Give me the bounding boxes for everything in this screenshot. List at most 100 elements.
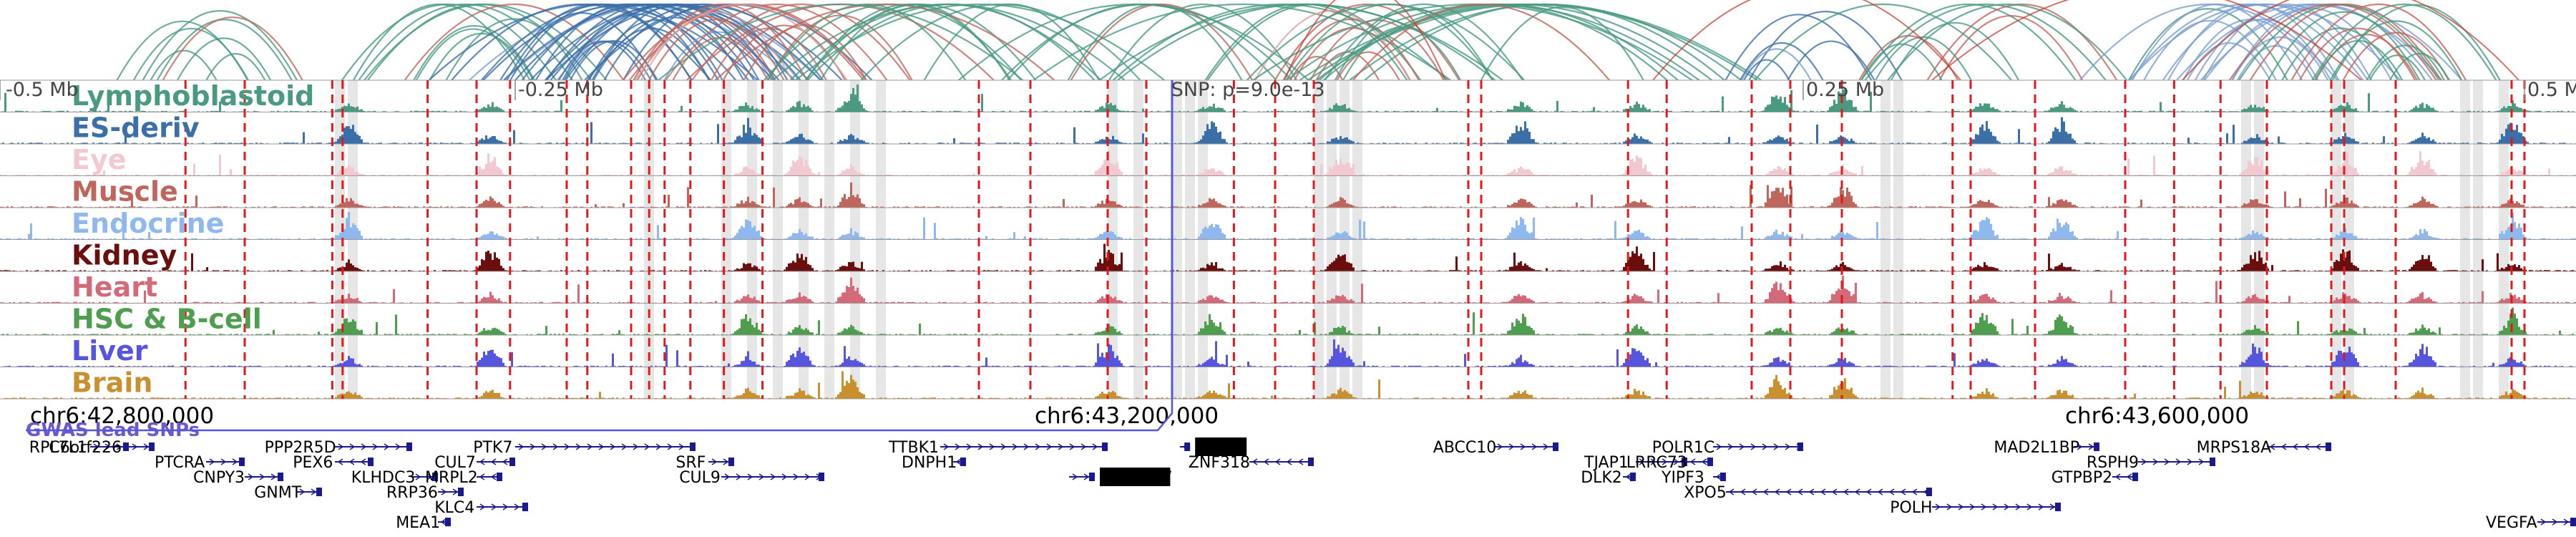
strand-arrow (395, 443, 401, 450)
strand-arrow (491, 503, 497, 511)
strand-arrow (1820, 488, 1826, 495)
loop-arc (795, 4, 1165, 81)
coordinate-label: chr6:43,600,000 (2065, 403, 2249, 429)
strand-arrow (361, 443, 367, 450)
strand-arrow (1762, 443, 1768, 450)
loop-arc (767, 14, 913, 81)
strand-arrow (2198, 458, 2205, 465)
loop-arc (634, 3, 848, 81)
loop-arc (116, 20, 249, 81)
strand-arrow (2141, 458, 2147, 465)
signal-kidney (0, 243, 2576, 271)
exon-block (2326, 442, 2331, 451)
loop-arc (1113, 4, 1448, 81)
loop-arc (565, 3, 776, 81)
loop-arc (805, 4, 1013, 81)
loop-arc (2281, 27, 2399, 81)
gene-gnmt: GNMT (254, 484, 322, 502)
exon-block (278, 473, 283, 481)
signal-heart (0, 276, 2576, 304)
gene-name: C6orf226 (49, 439, 122, 457)
loop-arc (1117, 3, 1496, 81)
gene-name: DNPH1 (902, 454, 957, 472)
strand-arrow (1888, 488, 1895, 495)
gene-dnph1: DNPH1 (902, 454, 966, 472)
loop-arc (766, 4, 967, 81)
loop-arc (1748, 11, 1903, 81)
strand-arrow (989, 443, 995, 450)
strand-arrow (2303, 443, 2310, 450)
exon-block (123, 442, 129, 451)
strand-arrow (2049, 503, 2056, 511)
strand-arrow (1058, 443, 1064, 450)
track-label: Heart (72, 271, 157, 303)
loop-arc (860, 4, 1141, 81)
gene-name: MEA1 (396, 514, 440, 532)
exon-block (1102, 442, 1108, 451)
strand-arrow (1716, 443, 1722, 450)
strand-arrow (372, 443, 379, 450)
strand-arrow (1992, 503, 1999, 511)
track-label: Endocrine (72, 208, 224, 239)
strand-arrow (1969, 503, 1976, 511)
gene-name: SLC22A7 (1102, 469, 1173, 487)
strand-arrow (2540, 518, 2547, 526)
exon-block (1720, 473, 1726, 481)
strand-arrow (1069, 443, 1075, 450)
loop-arc (1743, 59, 1790, 81)
exon-block (1630, 473, 1636, 481)
strand-arrow (621, 443, 628, 450)
exon-block (316, 488, 322, 496)
strand-arrow (348, 458, 355, 465)
track-label: ES-deriv (72, 112, 200, 144)
strand-arrow (1911, 488, 1918, 495)
strand-arrow (587, 443, 593, 450)
gene-name: DLK2 (1581, 469, 1622, 487)
exon-block (239, 458, 245, 466)
strand-arrow (514, 503, 520, 511)
strand-arrow (724, 473, 731, 480)
signal-hsc-b-cell (0, 307, 2576, 335)
gene-gtpbp2: GTPBP2 (2051, 469, 2138, 487)
strand-arrow (1023, 443, 1030, 450)
loop-arc (413, 25, 536, 81)
strand-arrow (1751, 488, 1757, 495)
loop-arc (789, 3, 1102, 81)
strand-arrow (1728, 488, 1735, 495)
gene-yipf3: YIPF3 (1661, 469, 1726, 487)
gene-slc22a7: SLC22A7 (1069, 468, 1173, 487)
strand-arrow (2552, 518, 2558, 526)
gene-abcc10: ABCC10 (1433, 439, 1558, 457)
signal-brain (0, 371, 2576, 399)
strand-arrow (736, 473, 742, 480)
track-label: Lymphoblastoid (72, 80, 314, 112)
exon-block (2055, 503, 2061, 511)
exon-block (522, 503, 528, 511)
loop-arc (1299, 4, 1758, 81)
strand-arrow (1797, 488, 1803, 495)
exon-block (819, 473, 824, 481)
strand-arrow (711, 458, 718, 465)
gene-name: RPL7L1 (29, 439, 87, 457)
strand-arrow (479, 458, 485, 465)
exon-block (458, 488, 464, 496)
exon-block (149, 442, 155, 451)
gene-mad2l1bp: MAD2L1BP (1994, 439, 2099, 457)
loop-arc (1740, 42, 1824, 81)
gene-name: MRPL2 (425, 469, 478, 487)
strand-arrow (93, 443, 99, 450)
gene-name: CNPY3 (193, 469, 245, 487)
strand-arrow (502, 458, 508, 465)
gene-name: KLC4 (434, 499, 474, 517)
strand-arrow (1715, 473, 1722, 480)
gene-cul9: CUL9 (679, 469, 824, 487)
strand-arrow (1092, 443, 1098, 450)
loop-arc (691, 3, 911, 81)
strand-arrow (1035, 443, 1041, 450)
loop-arc (636, 4, 808, 81)
exon-block (509, 458, 515, 466)
strand-arrow (337, 458, 343, 465)
strand-arrow (479, 503, 486, 511)
snp-marker-overlay (184, 80, 2526, 399)
